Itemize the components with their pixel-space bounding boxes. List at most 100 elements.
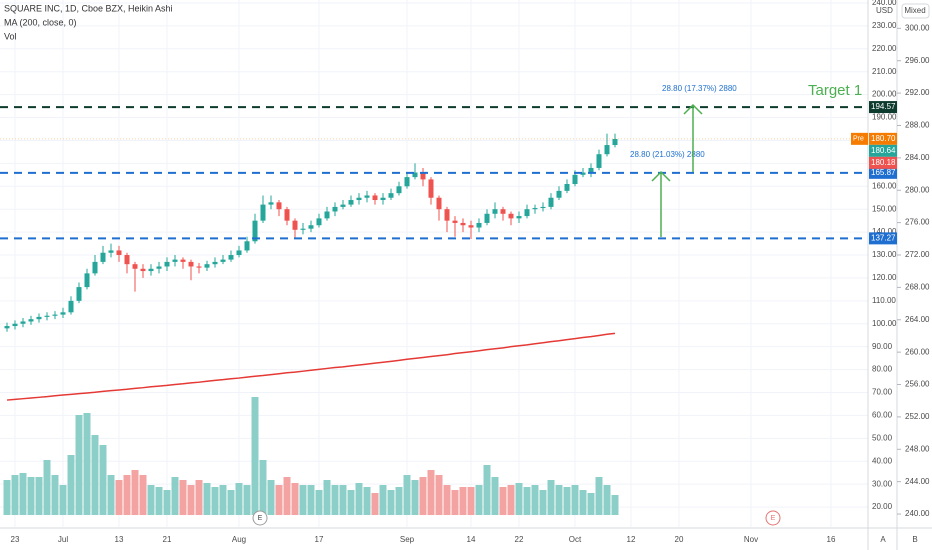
candle-body (436, 197, 442, 210)
price-label-bg (869, 156, 897, 169)
candle-body (548, 197, 554, 207)
volume-bar (507, 485, 515, 515)
candle-body (356, 197, 362, 201)
volume-bar (163, 490, 171, 515)
candle-body (572, 174, 578, 184)
y-tick-label: 20.00 (872, 502, 893, 511)
volume-bar (123, 475, 131, 515)
volume-bar (59, 485, 67, 515)
earnings-label[interactable]: E (258, 515, 263, 522)
price-label-bg (869, 144, 897, 157)
grid (0, 0, 868, 527)
x-tick-label: 21 (163, 535, 172, 544)
candle-body (100, 252, 106, 262)
scale-mode[interactable]: Mixed (904, 6, 925, 15)
volume-bar (451, 490, 459, 515)
y-tick-label: 110.00 (872, 296, 896, 305)
candle-body (460, 222, 466, 226)
candle-body (556, 190, 562, 198)
candle-body (244, 241, 250, 251)
candle-body (284, 209, 290, 221)
volume-bar (483, 465, 491, 515)
x-tick-label: 12 (627, 535, 636, 544)
candle-body (292, 220, 298, 230)
volume-bar (315, 490, 323, 515)
volume-bar (411, 480, 419, 515)
annotation: Target 1 (808, 82, 862, 99)
candle-body (140, 268, 146, 272)
volume-bar (35, 477, 43, 515)
candle-body (500, 209, 506, 214)
volume-bar (371, 493, 379, 515)
scale-button[interactable]: B (912, 535, 917, 544)
volume-bar (43, 460, 51, 515)
candle-body (236, 250, 242, 256)
volume-bar (363, 487, 371, 515)
volume-bar (323, 480, 331, 515)
y2-tick-label: 276.00 (905, 218, 930, 227)
candle-body (532, 208, 538, 210)
y2-tick-label: 248.00 (905, 444, 930, 453)
volume-bar (523, 487, 531, 515)
x-tick-label: Jul (58, 535, 68, 544)
x-tick-label: 13 (115, 535, 124, 544)
candle-body (612, 138, 618, 146)
volume-bar (611, 495, 619, 515)
volume-bar (587, 493, 595, 515)
candle-body (308, 225, 314, 229)
y-tick-label: 80.00 (872, 365, 893, 374)
candle-body (188, 261, 194, 267)
volume-bar (91, 435, 99, 515)
earnings-marker[interactable] (252, 510, 268, 526)
candle-body (492, 209, 498, 214)
volume-bar (387, 490, 395, 515)
earnings-label[interactable]: E (771, 515, 776, 522)
y-tick-label: 90.00 (872, 342, 893, 351)
y-tick-label: 70.00 (872, 388, 893, 397)
candle-body (228, 255, 234, 260)
y2-tick-label: 280.00 (905, 185, 930, 194)
level-label-bg (869, 232, 897, 245)
y2-tick-label: 252.00 (905, 412, 930, 421)
y2-tick-label: 272.00 (905, 250, 930, 259)
candle-body (564, 183, 570, 191)
candle-body (476, 222, 482, 228)
candle-body (268, 202, 274, 205)
candle-body (116, 250, 122, 256)
volume-bar (3, 480, 11, 515)
earnings-marker[interactable] (765, 510, 781, 526)
volume-bar (99, 445, 107, 515)
candle-body (12, 323, 18, 327)
volume-bar (11, 475, 19, 515)
price-label: 180.18 (871, 158, 896, 167)
volume-bar (243, 485, 251, 515)
volume-bar (219, 485, 227, 515)
candle-body (132, 264, 138, 269)
candle-body (172, 259, 178, 262)
scale-button[interactable]: A (880, 535, 886, 544)
annotation: 28.80 (21.03%) 2880 (630, 150, 705, 159)
level-label: 137.27 (871, 233, 896, 242)
volume-bar (515, 483, 523, 515)
volume-bar (491, 477, 499, 515)
candle-body (340, 204, 346, 207)
candle-body (84, 273, 90, 288)
candle-body (212, 261, 218, 265)
volume-bar (115, 480, 123, 515)
price-label-bg (869, 132, 897, 145)
candle-body (380, 197, 386, 201)
y-tick-label: 30.00 (872, 479, 893, 488)
indicator-label: MA (200, close, 0) (4, 17, 77, 27)
volume-bar (291, 483, 299, 515)
scale-mode-button[interactable] (901, 3, 930, 19)
candle-body (108, 250, 114, 253)
volume-bar (275, 485, 283, 515)
currency: USD (876, 6, 893, 15)
price-label: 180.70 (871, 134, 896, 143)
candle-body (276, 202, 282, 210)
level-label: 165.87 (871, 168, 896, 177)
volume-bar (331, 485, 339, 515)
y-tick-label: 160.00 (872, 181, 897, 190)
